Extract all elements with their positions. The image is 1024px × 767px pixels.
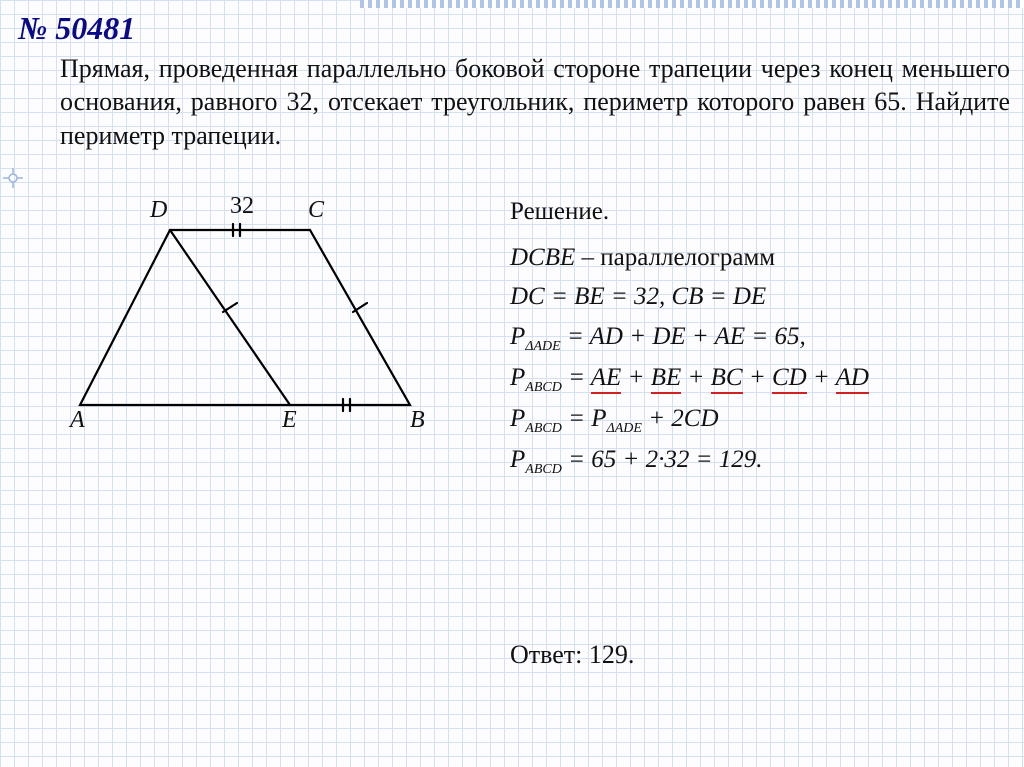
txt: P [510, 405, 525, 432]
label-A: A [70, 407, 85, 434]
txt: AD [836, 364, 869, 394]
label-B: B [410, 407, 425, 434]
figure-svg [60, 185, 460, 445]
txt: CD [772, 364, 807, 394]
answer-text: Ответ: 129. [510, 640, 634, 670]
txt: = P [562, 405, 607, 432]
txt: ABCD [525, 462, 562, 477]
txt: = AD + DE + AE = 65, [561, 323, 806, 350]
trapezoid-figure: D 32 C A E B [60, 185, 460, 445]
txt: BC [711, 364, 743, 394]
label-C: C [308, 197, 324, 224]
txt: ABCD [525, 380, 562, 395]
txt: ΔADE [607, 421, 642, 436]
problem-number: № 50481 [18, 10, 135, 47]
txt: P [510, 364, 525, 391]
label-E: E [282, 407, 297, 434]
label-D: D [150, 197, 167, 224]
txt: = [562, 364, 591, 391]
solution-header: Решение. [510, 192, 869, 232]
txt: BE [651, 364, 682, 394]
txt: P [510, 446, 525, 473]
txt: P [510, 323, 525, 350]
label-32: 32 [230, 193, 254, 220]
txt: + 2CD [642, 405, 719, 432]
solution-line-3: PΔADE = AD + DE + AE = 65, [510, 317, 869, 358]
txt: – параллелограмм [575, 244, 775, 271]
txt: ABCD [525, 421, 562, 436]
txt: DCBE [510, 244, 575, 271]
solution-line-4: PABCD = AE + BE + BC + CD + AD [510, 358, 869, 399]
top-hatched-border [360, 0, 1024, 8]
txt: = 65 + 2·32 = 129. [562, 446, 763, 473]
solution-line-5: PABCD = PΔADE + 2CD [510, 399, 869, 440]
solution-line-2: DC = BE = 32, CB = DE [510, 277, 869, 317]
solution-line-6: PABCD = 65 + 2·32 = 129. [510, 440, 869, 481]
txt: ΔADE [525, 339, 560, 354]
solution-block: Решение. DCBE – параллелограмм DC = BE =… [510, 192, 869, 481]
solution-line-1: DCBE – параллелограмм [510, 238, 869, 278]
txt: AE [591, 364, 622, 394]
problem-statement: Прямая, проведенная параллельно боковой … [60, 52, 1010, 152]
